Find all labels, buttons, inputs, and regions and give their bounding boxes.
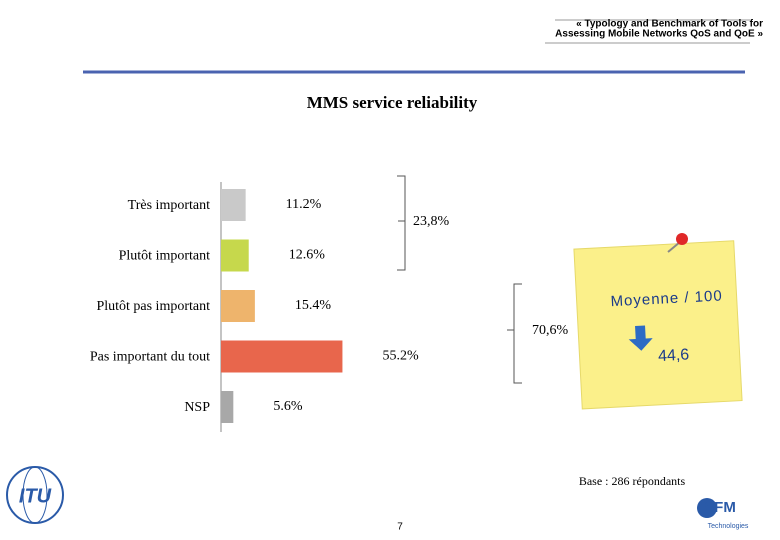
category-label: Très important [128,198,210,213]
category-label: Plutôt important [119,249,211,264]
logo-text: SFM [704,499,736,516]
logo-mark [697,498,717,518]
note-value: 44,6 [658,346,690,365]
bar [221,290,255,322]
bar [221,239,249,272]
bracket [507,283,522,384]
sticky-note: Moyenne / 100 44,6 [573,240,743,410]
value-label: 12.6% [289,248,326,263]
value-label: 15.4% [295,298,332,313]
logo-ring [22,466,48,524]
header-line: « Typology and Benchmark of Tools for [576,19,763,30]
page-number: 7 [397,522,403,533]
value-label: 11.2% [286,197,322,212]
category-label: NSP [184,400,210,415]
itu-logo: ITU [6,466,64,524]
sfm-logo: SFM Technologies [697,498,749,530]
value-label: 5.6% [273,399,303,414]
bar [221,340,343,373]
footnote: Base : 286 répondants [579,474,686,488]
logo-subtext: Technologies [708,523,749,530]
bar [221,391,234,423]
note-paper [573,240,743,410]
logo-text: ITU [19,485,52,507]
bracket [397,175,406,271]
category-label: Plutôt pas important [96,299,210,314]
bar [221,189,246,221]
arrow [628,325,653,351]
value-label: 55.2% [382,349,419,364]
category-label: Pas important du tout [90,350,210,365]
note-title: Moyenne / 100 [610,287,723,310]
pin-needle [667,241,681,253]
header-line: Assessing Mobile Networks QoS and QoE » [555,29,763,40]
chart-title: MMS service reliability [307,93,478,112]
pin [676,233,688,245]
bracket-label: 23,8% [413,214,450,229]
bracket-label: 70,6% [532,323,569,338]
